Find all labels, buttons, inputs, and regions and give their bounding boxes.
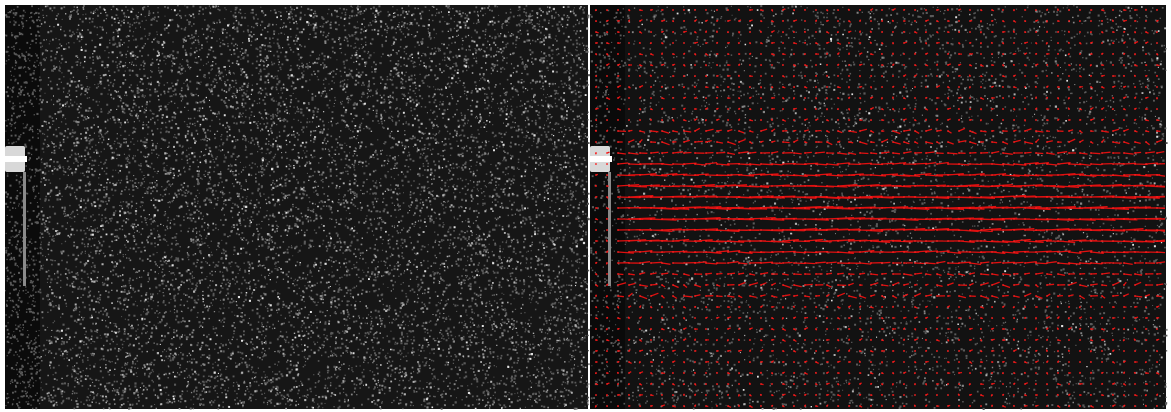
piv-image-pair (0, 0, 1171, 412)
nozzle-highlight (590, 156, 612, 162)
nozzle-edge (608, 172, 611, 286)
nozzle-edge (23, 172, 26, 286)
vector-frame (590, 5, 1168, 410)
raw-frame (5, 5, 590, 410)
page: {} (() => { const data = JSON.parse(docu… (0, 0, 1171, 412)
nozzle-highlight (5, 156, 27, 162)
